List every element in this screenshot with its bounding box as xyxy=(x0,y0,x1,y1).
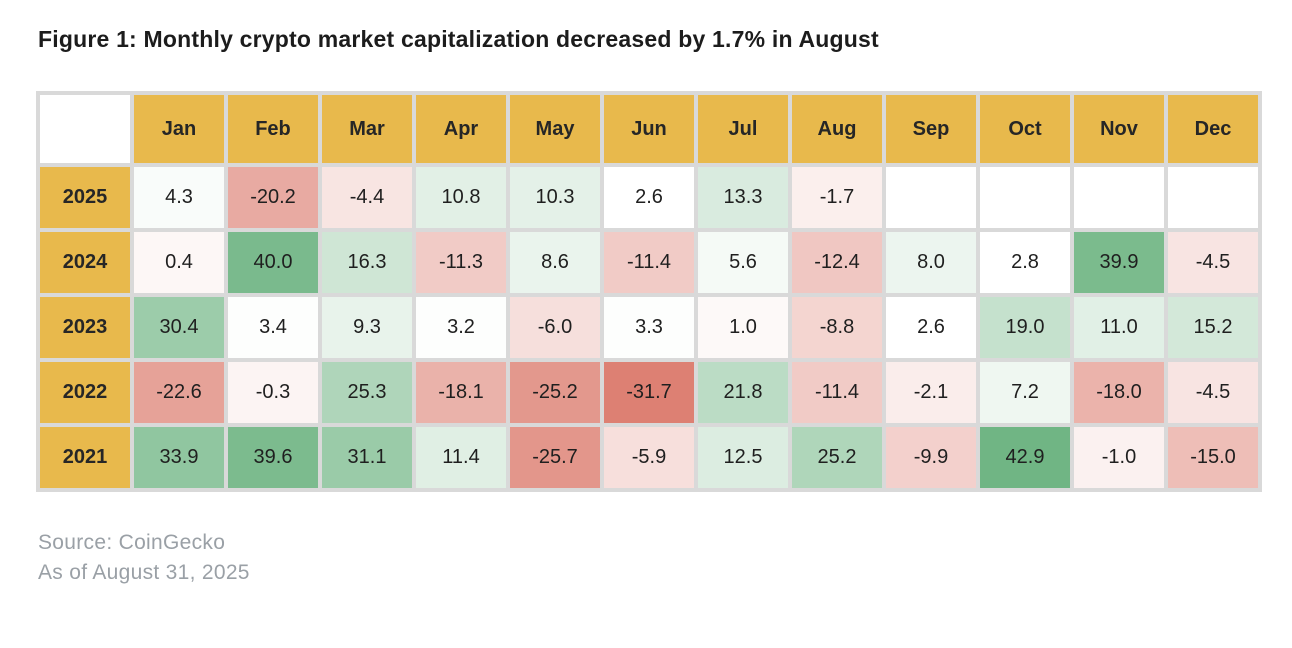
heatmap-cell-2023-nov: 11.0 xyxy=(1074,297,1164,358)
heatmap-cell-2024-may: 8.6 xyxy=(510,232,600,293)
heatmap-cell-2022-apr: -18.1 xyxy=(416,362,506,423)
heatmap-cell-2025-feb: -20.2 xyxy=(228,167,318,228)
heatmap-cell-2023-sep: 2.6 xyxy=(886,297,976,358)
heatmap-cell-2024-feb: 40.0 xyxy=(228,232,318,293)
heatmap-cell-2023-may: -6.0 xyxy=(510,297,600,358)
heatmap-cell-2022-feb: -0.3 xyxy=(228,362,318,423)
heatmap-cell-2025-mar: -4.4 xyxy=(322,167,412,228)
heatmap-cell-2023-dec: 15.2 xyxy=(1168,297,1258,358)
table-row-2025: 2025 4.3 -20.2 -4.4 10.8 10.3 2.6 13.3 -1.7 xyxy=(40,167,1258,228)
month-header-jun: Jun xyxy=(604,95,694,163)
heatmap-cell-2023-oct: 19.0 xyxy=(980,297,1070,358)
heatmap-cell-2021-jul: 12.5 xyxy=(698,427,788,488)
heatmap-body: 2025 4.3 -20.2 -4.4 10.8 10.3 2.6 13.3 -1.7 2024 0… xyxy=(40,167,1258,488)
year-label-2022: 2022 xyxy=(40,362,130,423)
year-label-2021: 2021 xyxy=(40,427,130,488)
heatmap-cell-2024-jul: 5.6 xyxy=(698,232,788,293)
year-label-2025: 2025 xyxy=(40,167,130,228)
heatmap-cell-2025-aug: -1.7 xyxy=(792,167,882,228)
heatmap-cell-2024-mar: 16.3 xyxy=(322,232,412,293)
page-title: Figure 1: Monthly crypto market capitali… xyxy=(38,26,879,52)
heatmap-cell-2025-jul: 13.3 xyxy=(698,167,788,228)
table-row-2023: 2023 30.4 3.4 9.3 3.2 -6.0 3.3 1.0 -8.8 2.6 19.0 11… xyxy=(40,297,1258,358)
heatmap-cell-2024-apr: -11.3 xyxy=(416,232,506,293)
heatmap-cell-2021-oct: 42.9 xyxy=(980,427,1070,488)
month-header-jan: Jan xyxy=(134,95,224,163)
heatmap-cell-2023-jul: 1.0 xyxy=(698,297,788,358)
table-row-2024: 2024 0.4 40.0 16.3 -11.3 8.6 -11.4 5.6 -12.4 8.0 2… xyxy=(40,232,1258,293)
month-header-sep: Sep xyxy=(886,95,976,163)
month-header-oct: Oct xyxy=(980,95,1070,163)
asof-text: As of August 31, 2025 xyxy=(38,560,250,584)
heatmap-cell-2025-apr: 10.8 xyxy=(416,167,506,228)
heatmap-cell-2023-feb: 3.4 xyxy=(228,297,318,358)
heatmap-cell-2024-oct: 2.8 xyxy=(980,232,1070,293)
heatmap-cell-2024-nov: 39.9 xyxy=(1074,232,1164,293)
year-label-2023: 2023 xyxy=(40,297,130,358)
heatmap-cell-2022-jan: -22.6 xyxy=(134,362,224,423)
heatmap-cell-2025-may: 10.3 xyxy=(510,167,600,228)
heatmap-cell-2025-nov xyxy=(1074,167,1164,228)
month-header-jul: Jul xyxy=(698,95,788,163)
heatmap-cell-2021-dec: -15.0 xyxy=(1168,427,1258,488)
month-header-feb: Feb xyxy=(228,95,318,163)
heatmap-cell-2021-sep: -9.9 xyxy=(886,427,976,488)
heatmap-cell-2021-apr: 11.4 xyxy=(416,427,506,488)
heatmap-cell-2021-jun: -5.9 xyxy=(604,427,694,488)
heatmap-cell-2023-jan: 30.4 xyxy=(134,297,224,358)
heatmap-cell-2023-apr: 3.2 xyxy=(416,297,506,358)
heatmap-cell-2022-jun: -31.7 xyxy=(604,362,694,423)
month-header-apr: Apr xyxy=(416,95,506,163)
heatmap-cell-2022-dec: -4.5 xyxy=(1168,362,1258,423)
month-header-dec: Dec xyxy=(1168,95,1258,163)
heatmap-cell-2022-mar: 25.3 xyxy=(322,362,412,423)
heatmap-cell-2025-sep xyxy=(886,167,976,228)
month-header-aug: Aug xyxy=(792,95,882,163)
heatmap-cell-2022-nov: -18.0 xyxy=(1074,362,1164,423)
corner-cell xyxy=(40,95,130,163)
month-header-nov: Nov xyxy=(1074,95,1164,163)
figure-footer: Source: CoinGecko As of August 31, 2025 xyxy=(38,528,1292,588)
heatmap-cell-2025-dec xyxy=(1168,167,1258,228)
heatmap-cell-2024-sep: 8.0 xyxy=(886,232,976,293)
heatmap-cell-2022-oct: 7.2 xyxy=(980,362,1070,423)
heatmap-cell-2023-jun: 3.3 xyxy=(604,297,694,358)
heatmap-cell-2021-jan: 33.9 xyxy=(134,427,224,488)
table-row-2021: 2021 33.9 39.6 31.1 11.4 -25.7 -5.9 12.5 25.2 -9.… xyxy=(40,427,1258,488)
heatmap-cell-2024-jun: -11.4 xyxy=(604,232,694,293)
heatmap-table: Jan Feb Mar Apr May Jun Jul Aug Sep Oct Nov Dec 202… xyxy=(36,91,1262,492)
heatmap-cell-2025-oct xyxy=(980,167,1070,228)
heatmap-cell-2023-aug: -8.8 xyxy=(792,297,882,358)
heatmap-cell-2025-jan: 4.3 xyxy=(134,167,224,228)
heatmap-cell-2021-aug: 25.2 xyxy=(792,427,882,488)
header-row: Jan Feb Mar Apr May Jun Jul Aug Sep Oct Nov Dec xyxy=(40,95,1258,163)
month-header-mar: Mar xyxy=(322,95,412,163)
heatmap-cell-2022-may: -25.2 xyxy=(510,362,600,423)
heatmap-cell-2021-feb: 39.6 xyxy=(228,427,318,488)
heatmap-container: Jan Feb Mar Apr May Jun Jul Aug Sep Oct Nov Dec 202… xyxy=(36,91,1292,492)
heatmap-header: Jan Feb Mar Apr May Jun Jul Aug Sep Oct Nov Dec xyxy=(40,95,1258,163)
heatmap-cell-2024-dec: -4.5 xyxy=(1168,232,1258,293)
heatmap-cell-2023-mar: 9.3 xyxy=(322,297,412,358)
table-row-2022: 2022 -22.6 -0.3 25.3 -18.1 -25.2 -31.7 21.8 -11.… xyxy=(40,362,1258,423)
heatmap-cell-2021-nov: -1.0 xyxy=(1074,427,1164,488)
source-text: Source: CoinGecko xyxy=(38,531,226,554)
heatmap-cell-2021-may: -25.7 xyxy=(510,427,600,488)
heatmap-cell-2024-aug: -12.4 xyxy=(792,232,882,293)
heatmap-cell-2025-jun: 2.6 xyxy=(604,167,694,228)
heatmap-cell-2024-jan: 0.4 xyxy=(134,232,224,293)
heatmap-cell-2022-jul: 21.8 xyxy=(698,362,788,423)
heatmap-cell-2021-mar: 31.1 xyxy=(322,427,412,488)
year-label-2024: 2024 xyxy=(40,232,130,293)
heatmap-cell-2022-sep: -2.1 xyxy=(886,362,976,423)
heatmap-cell-2022-aug: -11.4 xyxy=(792,362,882,423)
month-header-may: May xyxy=(510,95,600,163)
